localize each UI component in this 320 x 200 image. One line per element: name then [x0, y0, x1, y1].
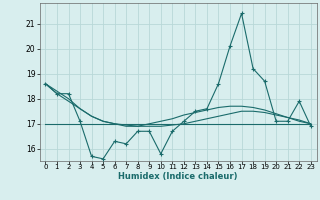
X-axis label: Humidex (Indice chaleur): Humidex (Indice chaleur) [118, 172, 238, 181]
